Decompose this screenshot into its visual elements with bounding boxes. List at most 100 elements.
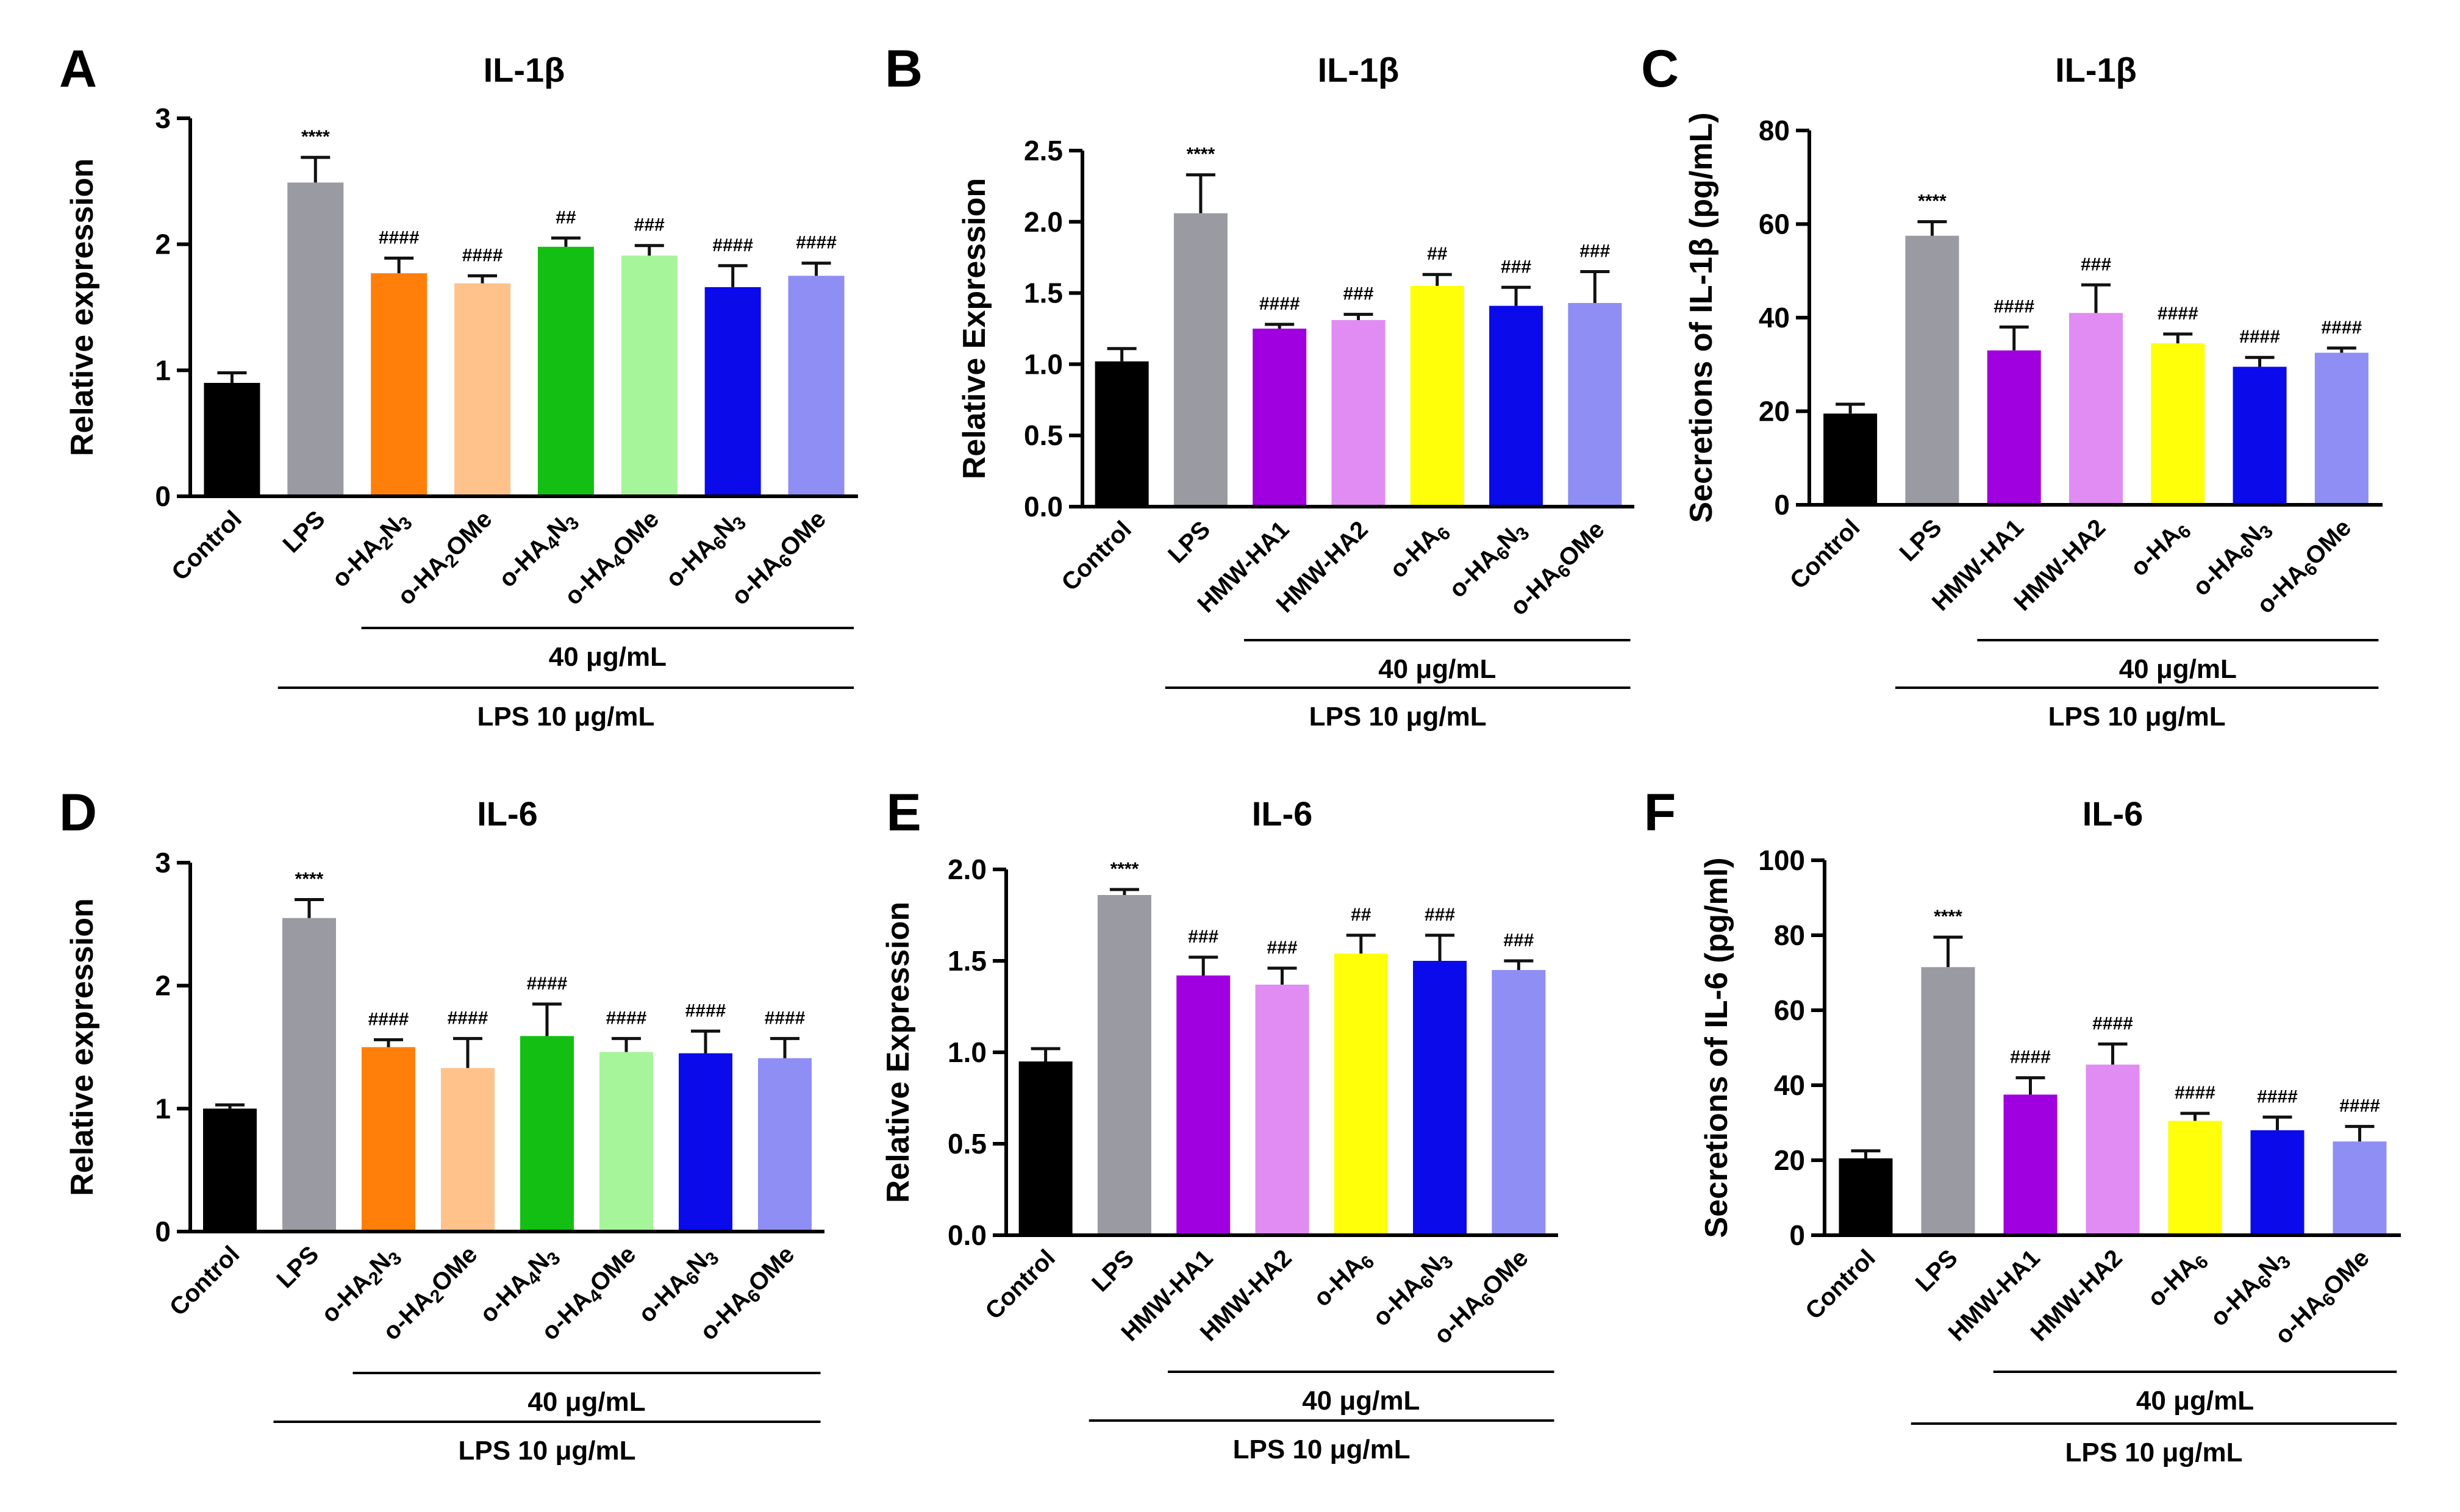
bar (537, 246, 594, 496)
significance-mark: **** (1934, 907, 1962, 927)
bar (1987, 350, 2041, 505)
bar (1331, 319, 1386, 507)
bar (287, 182, 344, 496)
group-bracket-label: 40 μg/mL (1302, 1386, 1420, 1416)
significance-mark: ### (1503, 930, 1534, 950)
x-tick-label: o-HA6 (1385, 516, 1454, 585)
y-tick-label: 60 (1774, 994, 1805, 1026)
y-tick-label: 2.0 (1024, 206, 1063, 238)
significance-mark: #### (2158, 304, 2198, 324)
significance-mark: #### (796, 233, 837, 253)
significance-mark: #### (2239, 327, 2280, 347)
y-tick-label: 80 (1774, 919, 1805, 951)
bar (1413, 961, 1467, 1235)
y-tick-label: 20 (1759, 396, 1790, 427)
y-tick-label: 3 (155, 847, 171, 879)
y-tick-label: 1.5 (1024, 277, 1063, 309)
chart-panel-e: E IL-6 0.0 0.5 1.0 1.5 2.0 Relative Expression *… (881, 783, 1558, 1464)
significance-mark: #### (1259, 294, 1300, 314)
bar (282, 918, 336, 1232)
significance-mark: ### (1425, 905, 1455, 925)
y-axis-label: Secretions of IL-1β (pg/mL) (1684, 112, 1719, 522)
bar (2086, 1064, 2140, 1235)
bar (621, 255, 678, 496)
y-axis-label: Relative Expression (957, 178, 992, 479)
chart-panel-d: D IL-6 0 1 2 3 Relative expression **** #### ####… (59, 783, 824, 1466)
chart-title: IL-1β (484, 51, 565, 89)
significance-mark: ### (1188, 927, 1218, 947)
y-tick-label: 0 (1774, 489, 1790, 521)
significance-mark: #### (765, 1008, 806, 1028)
y-tick-label: 0 (155, 1216, 171, 1247)
y-axis-label: Relative expression (65, 159, 100, 456)
bar (1097, 895, 1151, 1235)
x-tick-label: LPS (1087, 1244, 1139, 1297)
bar (679, 1053, 732, 1232)
panel-letter: A (59, 40, 97, 98)
chart-panel-b: B IL-1β 0.0 0.5 1.0 1.5 2.0 2.5 Relative Express… (885, 40, 1634, 732)
y-tick-label: 3 (155, 102, 171, 134)
chart-panel-f: F IL-6 0 20 40 60 80 100 Secretions of IL-6 (pg/… (1644, 783, 2401, 1467)
bar (1568, 302, 1622, 507)
significance-mark: #### (368, 1009, 409, 1029)
x-tick-label: LPS (1895, 514, 1947, 566)
significance-mark: ### (1267, 938, 1297, 958)
bar (1095, 361, 1149, 507)
significance-mark: ## (556, 207, 576, 227)
significance-mark: **** (1187, 144, 1215, 165)
x-tick-label: Control (1056, 516, 1137, 596)
x-tick-label: o-HA6 (1309, 1244, 1378, 1314)
y-tick-label: 0 (155, 480, 171, 512)
significance-mark: #### (606, 1008, 647, 1028)
group-bracket-label: 40 μg/mL (2119, 654, 2237, 684)
y-tick-label: 1.5 (948, 945, 987, 977)
y-axis-label: Relative Expression (881, 902, 916, 1203)
bar (1176, 975, 1231, 1235)
chart-title: IL-6 (1252, 794, 1313, 833)
x-tick-label: LPS (271, 1241, 324, 1293)
significance-mark: **** (1918, 191, 1947, 212)
significance-mark: ### (2081, 254, 2111, 274)
bar (2314, 352, 2369, 505)
significance-mark: ### (1343, 284, 1373, 304)
significance-mark: ## (1351, 905, 1371, 925)
bar (2069, 313, 2123, 505)
panel-letter: E (886, 783, 921, 842)
significance-mark: #### (527, 974, 568, 994)
chart-panel-c: C IL-1β 0 20 40 60 80 Secretions of IL-1β (pg/m… (1641, 40, 2383, 732)
bar (362, 1047, 415, 1232)
y-tick-label: 80 (1759, 115, 1790, 146)
significance-mark: #### (2321, 318, 2362, 338)
y-axis-label: Secretions of IL-6 (pg/ml) (1699, 857, 1734, 1238)
significance-mark: **** (1110, 859, 1139, 879)
x-tick-label: Control (166, 505, 247, 586)
bar (1492, 970, 1546, 1235)
bar (704, 287, 761, 496)
significance-mark: **** (295, 869, 324, 890)
significance-mark: #### (1993, 296, 2034, 316)
bar (371, 273, 427, 496)
x-tick-label: LPS (1911, 1244, 1963, 1297)
bar (599, 1052, 653, 1232)
bar (441, 1068, 495, 1232)
significance-mark: #### (462, 245, 503, 265)
y-axis-label: Relative expression (65, 898, 100, 1196)
x-tick-label: Control (1800, 1244, 1881, 1325)
significance-mark: #### (2175, 1083, 2215, 1103)
significance-mark: #### (685, 1000, 726, 1021)
y-tick-label: 2 (155, 970, 171, 1002)
y-tick-label: 0.0 (1024, 491, 1063, 522)
group-bracket-label: LPS 10 μg/mL (459, 1436, 636, 1466)
y-tick-label: 1.0 (948, 1036, 987, 1068)
y-tick-label: 2 (155, 229, 171, 260)
bar (2003, 1094, 2058, 1235)
x-tick-label: Control (1785, 514, 1865, 594)
significance-mark: #### (2092, 1013, 2133, 1033)
chart-title: IL-6 (477, 794, 538, 833)
x-tick-label: Control (980, 1244, 1060, 1325)
x-tick-label: LPS (278, 505, 331, 558)
y-tick-label: 1 (155, 354, 171, 386)
significance-mark: #### (2339, 1096, 2380, 1116)
x-tick-label: o-HA6 (2125, 514, 2195, 583)
